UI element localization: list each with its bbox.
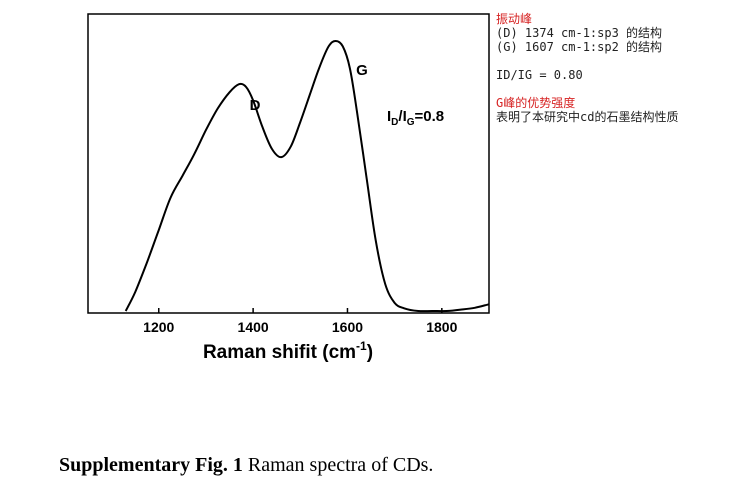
x-tick-label: 1800 (426, 319, 457, 335)
notes-ratio: ID/IG = 0.80 (496, 68, 583, 82)
notes-g-peak: (G) 1607 cm-1:sp2 的结构 (496, 40, 663, 54)
caption-text: Raman spectra of CDs. (242, 454, 434, 476)
id-ig-ratio-label: ID/IG=0.8 (387, 108, 444, 128)
d-peak-label: D (250, 97, 261, 114)
x-tick-label: 1400 (238, 319, 269, 335)
annotation-notes: 振动峰 (D) 1374 cm-1:sp3 的结构 (G) 1607 cm-1:… (496, 12, 751, 124)
notes-d-peak: (D) 1374 cm-1:sp3 的结构 (496, 26, 663, 40)
x-tick-label: 1600 (332, 319, 363, 335)
g-peak-label: G (356, 62, 368, 79)
notes-advantage-heading: G峰的优势强度 (496, 96, 576, 110)
raman-spectrum-line (124, 39, 490, 313)
caption-label: Supplementary Fig. 1 (59, 454, 243, 476)
figure-caption: Supplementary Fig. 1 Raman spectra of CD… (59, 454, 433, 477)
notes-conclusion: 表明了本研究中cd的石墨结构性质 (496, 110, 679, 124)
x-tick-label: 1200 (143, 319, 174, 335)
plot-frame (87, 13, 490, 314)
x-axis-label: Raman shifit (cm-1) (203, 339, 373, 363)
notes-heading: 振动峰 (496, 12, 533, 26)
